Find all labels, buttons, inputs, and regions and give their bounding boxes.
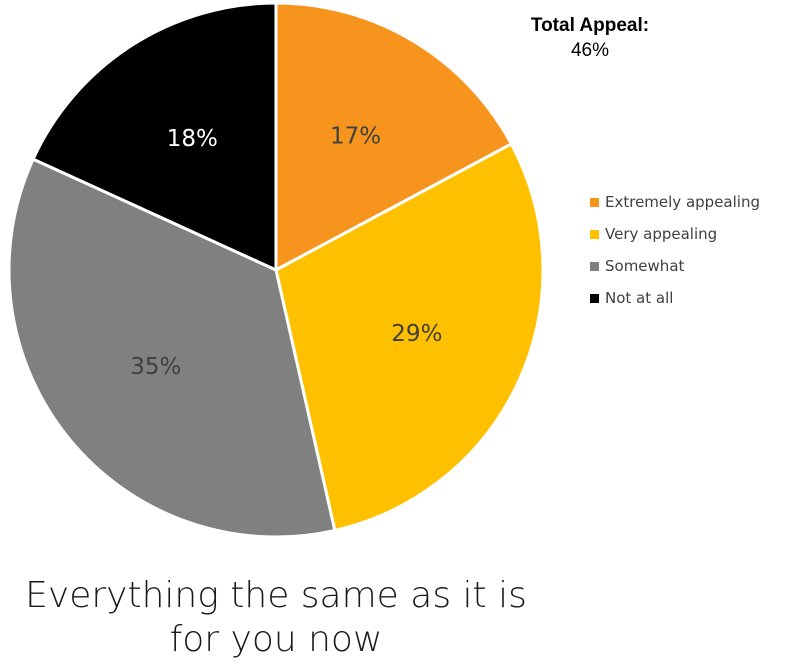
legend-swatch: [590, 229, 599, 239]
legend-item-extremely-appealing: Extremely appealing: [590, 186, 806, 218]
chart-legend: Extremely appealing Very appealing Somew…: [590, 186, 806, 314]
chart-caption: Everything the same as it is for you now: [25, 575, 527, 660]
slice-label: 29%: [391, 321, 442, 347]
legend-item-not-at-all: Not at all: [590, 282, 806, 314]
legend-swatch: [590, 261, 599, 271]
legend-label: Very appealing: [605, 225, 718, 243]
pie-slice-not-at-all: [31, 1, 278, 272]
legend-item-very-appealing: Very appealing: [590, 218, 806, 250]
legend-swatch: [590, 197, 599, 207]
total-appeal-value: 46%: [570, 40, 610, 61]
slice-label: 35%: [130, 354, 181, 380]
pie-slice-somewhat: [7, 157, 337, 539]
pie-slice-very-appealing: [274, 142, 545, 532]
legend-label: Somewhat: [605, 257, 685, 275]
slice-label: 18%: [167, 126, 218, 152]
total-appeal-title: Total Appeal:: [530, 15, 650, 36]
slice-label: 17%: [330, 124, 381, 150]
legend-label: Not at all: [605, 289, 674, 307]
total-appeal-box: Total Appeal: 46%: [480, 14, 700, 64]
pie-slice-extremely-appealing: [274, 1, 513, 272]
legend-item-somewhat: Somewhat: [590, 250, 806, 282]
legend-swatch: [590, 293, 599, 303]
legend-label: Extremely appealing: [605, 193, 760, 211]
